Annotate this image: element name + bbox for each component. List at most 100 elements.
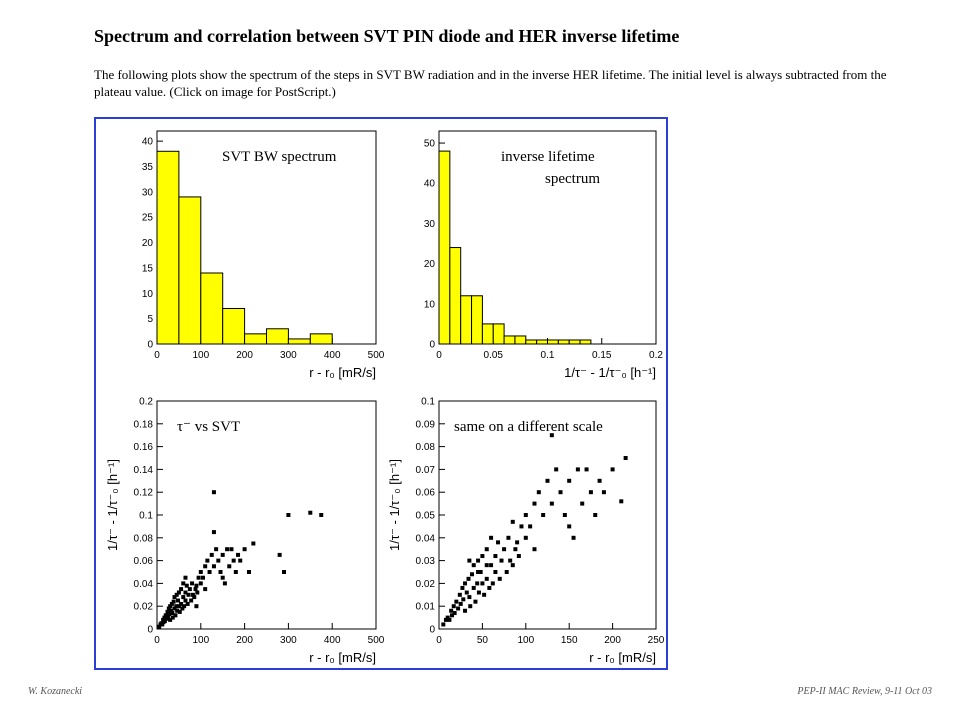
scatter-point [513, 547, 518, 552]
scatter-point [450, 613, 455, 618]
scatter-point [179, 601, 184, 606]
scatter-point [190, 592, 195, 597]
scatter-point [176, 604, 181, 609]
scatter-point [242, 547, 247, 552]
y-tick-label: 35 [142, 162, 154, 173]
scatter-point [236, 552, 241, 557]
scatter-point [499, 558, 504, 563]
scatter-point [593, 513, 598, 517]
y-tick-label: 20 [142, 238, 154, 249]
y-tick-label: 0 [429, 625, 435, 636]
scatter-point [482, 592, 487, 597]
scatter-point [478, 570, 483, 574]
scatter-point [545, 478, 550, 483]
scatter-point [282, 570, 287, 574]
scatter-point [196, 575, 201, 580]
scatter-point [519, 524, 524, 529]
y-tick-label: 0.02 [416, 579, 436, 590]
scatter-point [532, 547, 537, 552]
scatter-point [447, 617, 452, 622]
scatter-point [246, 570, 251, 574]
scatter-point [214, 547, 219, 552]
scatter-point [451, 604, 456, 609]
figure-frame[interactable]: 0 100 200 300 400 500 0 5 10 15 20 25 30 35 40 r - r₀ [… [94, 117, 668, 670]
scatter-point [484, 563, 489, 568]
scatter-point [182, 604, 187, 609]
histogram-bar [568, 339, 581, 345]
scatter-point [277, 552, 282, 557]
x-tick-label: 150 [561, 635, 578, 646]
scatter-point [610, 467, 615, 472]
scatter-point [174, 604, 179, 609]
scatter-point [449, 608, 454, 613]
footer-event: PEP-II MAC Review, 9-11 Oct 03 [797, 686, 932, 697]
y-tick-label: 0.1 [139, 511, 153, 522]
y-tick-label: 0.09 [416, 419, 436, 430]
scatter-point [319, 513, 324, 517]
histogram-bar [438, 150, 451, 345]
scatter-point [549, 433, 554, 438]
histogram-bar [481, 323, 494, 345]
scatter-point [476, 570, 481, 574]
histogram-bar [460, 295, 473, 345]
scatter-point [475, 581, 480, 586]
scatter-point [619, 499, 624, 504]
scatter-point [162, 619, 167, 624]
y-tick-label: 5 [147, 314, 153, 325]
scatter-point [489, 563, 494, 568]
scatter-point [186, 592, 191, 597]
scatter-point [467, 595, 472, 600]
x-tick-label: 0.1 [541, 350, 555, 361]
histogram-bar [266, 328, 289, 345]
chart-panel-2: 0 0.05 0.1 0.15 0.2 0 10 20 30 40 50 1/τ⁻ - 1/τ⁻₀ [… [424, 130, 663, 380]
x-axis-label: r - r₀ [mR/s] [589, 650, 656, 665]
scatter-point [536, 490, 541, 495]
chart-panel-4: 0 50 100 150 200 250 0 0.01 0.02 0.03 0.04 0.05 0.06… [387, 397, 665, 666]
scatter-point [510, 519, 515, 524]
scatter-point [496, 540, 501, 545]
scatter-point [229, 547, 234, 552]
scatter-point [174, 592, 179, 597]
y-tick-label: 0.12 [134, 488, 154, 499]
y-tick-label: 0.2 [139, 397, 153, 408]
y-tick-label: 15 [142, 263, 154, 274]
scatter-point [209, 552, 214, 557]
scatter-point [165, 614, 170, 619]
scatter-point [225, 547, 230, 552]
scatter-point [493, 554, 498, 559]
scatter-point [469, 572, 474, 577]
scatter-point [172, 595, 177, 600]
scatter-point [463, 581, 468, 586]
scatter-point [443, 617, 448, 622]
scatter-point [167, 612, 172, 617]
x-tick-label: 0.2 [649, 350, 663, 361]
x-tick-label: 100 [192, 350, 209, 361]
x-axis-label: 1/τ⁻ - 1/τ⁻₀ [h⁻¹] [564, 365, 656, 380]
y-tick-label: 0.06 [416, 488, 436, 499]
scatter-point [190, 581, 195, 586]
x-tick-label: 400 [324, 350, 341, 361]
histogram-bar [536, 339, 548, 345]
y-tick-label: 0.02 [134, 602, 154, 613]
scatter-point [189, 598, 194, 603]
histogram-bar [503, 335, 516, 345]
scatter-point [532, 501, 537, 506]
scatter-point [484, 547, 489, 552]
scatter-point [195, 590, 200, 595]
scatter-point [192, 595, 197, 600]
scatter-point [160, 622, 165, 627]
scatter-point [220, 575, 225, 580]
scatter-point [562, 513, 567, 517]
scatter-point [541, 513, 546, 517]
x-tick-label: 50 [477, 635, 489, 646]
scatter-point [623, 456, 628, 460]
x-tick-label: 0.15 [592, 350, 612, 361]
x-tick-label: 250 [648, 635, 665, 646]
x-tick-label: 500 [368, 350, 385, 361]
scatter-point [480, 581, 485, 586]
scatter-point [205, 558, 210, 563]
x-tick-label: 200 [236, 635, 253, 646]
x-tick-label: 400 [324, 635, 341, 646]
scatter-point [183, 598, 188, 603]
